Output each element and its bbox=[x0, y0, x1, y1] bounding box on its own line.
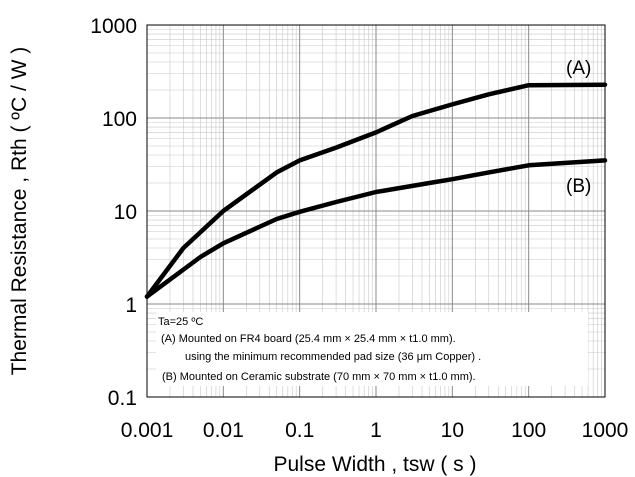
note-box bbox=[156, 312, 588, 386]
note-series-a-pad: using the minimum recommended pad size (… bbox=[185, 351, 481, 363]
y-tick-label: 100 bbox=[102, 108, 137, 131]
series-a-line bbox=[144, 82, 608, 299]
x-axis-title: Pulse Width , tsw ( s ) bbox=[273, 453, 476, 476]
y-tick-labels: 0.1 1 10 100 1000 bbox=[90, 15, 137, 410]
x-tick-label: 10 bbox=[441, 419, 464, 442]
series-layer bbox=[144, 82, 608, 299]
x-tick-labels: 0.001 0.01 0.1 1 10 100 1000 bbox=[121, 419, 629, 442]
plot-frame bbox=[146, 24, 606, 398]
series-a-label: (A) bbox=[566, 58, 591, 79]
note-series-b: (B) Mounted on Ceramic substrate (70 mm … bbox=[162, 371, 476, 383]
x-tick-label: 0.001 bbox=[121, 419, 174, 442]
x-tick-label: 100 bbox=[511, 419, 546, 442]
y-tick-label: 1 bbox=[125, 294, 137, 317]
y-tick-label: 10 bbox=[114, 201, 137, 224]
series-b-line bbox=[144, 158, 608, 299]
x-tick-label: 0.01 bbox=[203, 419, 244, 442]
y-tick-label: 0.1 bbox=[108, 387, 137, 410]
x-tick-label: 1 bbox=[370, 419, 382, 442]
x-tick-label: 1000 bbox=[582, 419, 629, 442]
y-tick-label: 1000 bbox=[90, 15, 137, 38]
series-b-label: (B) bbox=[566, 176, 591, 197]
note-ambient: Ta=25 ºC bbox=[158, 316, 203, 328]
y-axis-title: Thermal Resistance , Rth ( ºC / W ) bbox=[8, 47, 31, 376]
x-tick-label: 0.1 bbox=[285, 419, 314, 442]
note-series-a: (A) Mounted on FR4 board (25.4 mm × 25.4… bbox=[161, 333, 456, 345]
